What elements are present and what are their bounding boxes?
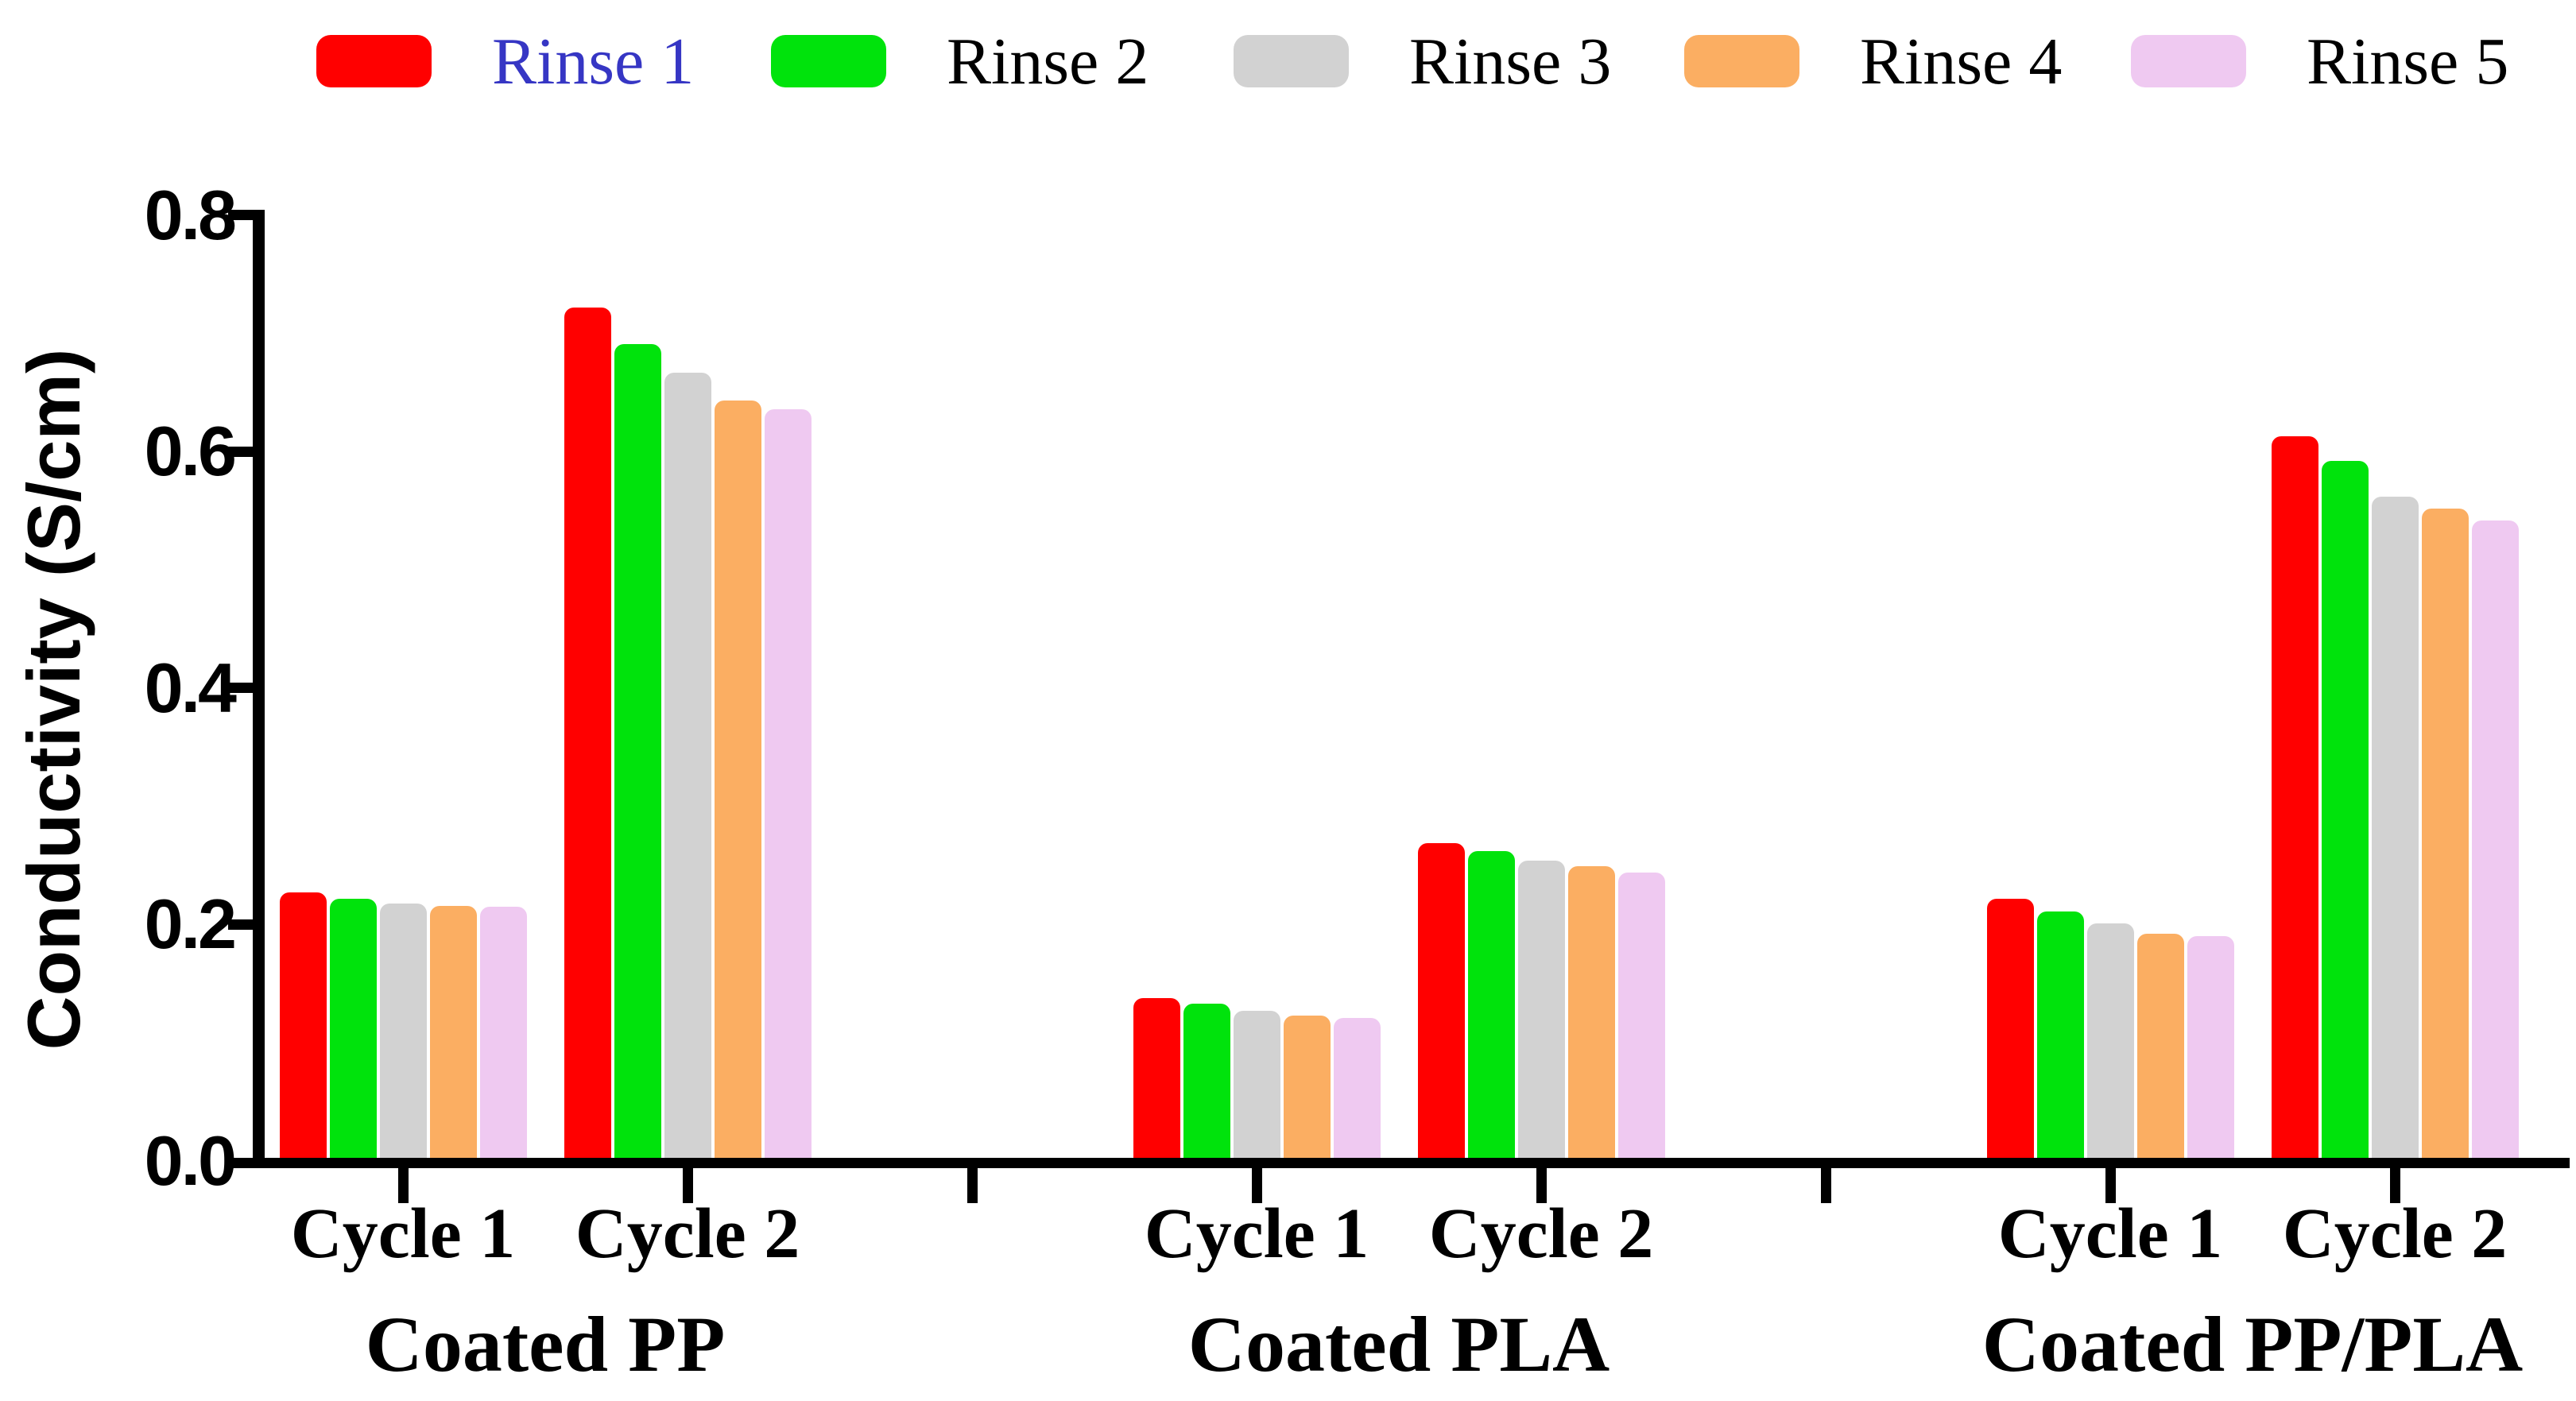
y-axis-line bbox=[253, 210, 265, 1168]
bar-coated-pp-pla-cycle-1-rinse-2 bbox=[2037, 911, 2084, 1161]
bar-coated-pla-cycle-2-rinse-5 bbox=[1618, 873, 1665, 1161]
group-label-coated-pp-pla: Coated PP/PLA bbox=[1981, 1300, 2524, 1388]
x-tick-separator bbox=[967, 1168, 978, 1203]
y-tick-0.8 bbox=[228, 210, 254, 220]
bar-coated-pla-cycle-2-rinse-4 bbox=[1568, 866, 1615, 1161]
bar-coated-pp-cycle-1-rinse-2 bbox=[330, 899, 377, 1161]
legend-swatch-rinse-5 bbox=[2131, 35, 2246, 87]
x-tick-cycle bbox=[398, 1168, 409, 1203]
bar-coated-pp-cycle-1-rinse-5 bbox=[480, 907, 527, 1161]
bar-coated-pp-pla-cycle-2-rinse-1 bbox=[2272, 436, 2318, 1161]
legend-swatch-rinse-4 bbox=[1684, 35, 1799, 87]
x-tick-cycle bbox=[683, 1168, 693, 1203]
x-tick-cycle bbox=[1252, 1168, 1262, 1203]
x-tick-cycle bbox=[2105, 1168, 2116, 1203]
y-tick-label-0.8: 0.8 bbox=[144, 176, 237, 254]
bar-coated-pp-cycle-1-rinse-4 bbox=[430, 906, 477, 1161]
bar-coated-pp-pla-cycle-1-rinse-4 bbox=[2137, 934, 2184, 1161]
group-label-coated-pla: Coated PLA bbox=[1187, 1300, 1610, 1388]
bar-coated-pp-cycle-2-rinse-4 bbox=[715, 401, 761, 1161]
x-label-coated-pp-cycle-2: Cycle 2 bbox=[575, 1194, 800, 1273]
y-tick-0.6 bbox=[228, 447, 254, 457]
legend-swatch-rinse-1 bbox=[316, 35, 432, 87]
y-tick-0.2 bbox=[228, 919, 254, 930]
bar-coated-pp-pla-cycle-2-rinse-4 bbox=[2422, 509, 2469, 1161]
bar-coated-pp-cycle-2-rinse-1 bbox=[564, 308, 611, 1161]
y-tick-label-0.0: 0.0 bbox=[144, 1121, 237, 1200]
x-label-coated-pp-cycle-1: Cycle 1 bbox=[290, 1194, 516, 1273]
legend-label-rinse-5: Rinse 5 bbox=[2307, 25, 2509, 99]
bar-coated-pp-pla-cycle-2-rinse-2 bbox=[2322, 461, 2369, 1161]
y-tick-0.4 bbox=[228, 683, 254, 693]
x-label-coated-pp-pla-cycle-1: Cycle 1 bbox=[1997, 1194, 2223, 1273]
y-tick-label-0.4: 0.4 bbox=[144, 648, 237, 727]
bar-coated-pla-cycle-2-rinse-3 bbox=[1518, 861, 1565, 1161]
bar-coated-pp-cycle-2-rinse-5 bbox=[765, 409, 812, 1161]
group-label-coated-pp: Coated PP bbox=[365, 1300, 726, 1388]
bar-coated-pp-cycle-1-rinse-1 bbox=[280, 892, 327, 1161]
bar-coated-pla-cycle-1-rinse-4 bbox=[1284, 1016, 1331, 1161]
bar-coated-pla-cycle-1-rinse-5 bbox=[1334, 1018, 1381, 1161]
x-axis-line bbox=[228, 1158, 2570, 1168]
x-label-coated-pla-cycle-2: Cycle 2 bbox=[1428, 1194, 1654, 1273]
x-tick-cycle bbox=[1536, 1168, 1547, 1203]
bar-coated-pp-pla-cycle-2-rinse-5 bbox=[2472, 521, 2519, 1161]
x-label-coated-pp-pla-cycle-2: Cycle 2 bbox=[2282, 1194, 2508, 1273]
bar-coated-pp-cycle-2-rinse-3 bbox=[664, 373, 711, 1161]
bar-coated-pp-cycle-2-rinse-2 bbox=[614, 344, 661, 1161]
bar-coated-pp-cycle-1-rinse-3 bbox=[380, 904, 427, 1161]
x-tick-cycle bbox=[2390, 1168, 2400, 1203]
x-tick-separator bbox=[1821, 1168, 1831, 1203]
bar-coated-pla-cycle-1-rinse-1 bbox=[1133, 998, 1180, 1161]
legend-label-rinse-4: Rinse 4 bbox=[1860, 25, 2063, 99]
legend-label-rinse-2: Rinse 2 bbox=[947, 25, 1149, 99]
bar-coated-pla-cycle-1-rinse-3 bbox=[1234, 1011, 1280, 1161]
bar-coated-pla-cycle-1-rinse-2 bbox=[1183, 1004, 1230, 1161]
bar-coated-pp-pla-cycle-1-rinse-5 bbox=[2187, 936, 2234, 1161]
y-tick-label-0.2: 0.2 bbox=[144, 884, 237, 963]
legend-label-rinse-1: Rinse 1 bbox=[492, 25, 695, 99]
legend-swatch-rinse-2 bbox=[771, 35, 886, 87]
bar-coated-pp-pla-cycle-1-rinse-1 bbox=[1987, 899, 2034, 1161]
legend-label-rinse-3: Rinse 3 bbox=[1409, 25, 1612, 99]
y-tick-label-0.6: 0.6 bbox=[144, 412, 237, 490]
bar-coated-pp-pla-cycle-2-rinse-3 bbox=[2372, 497, 2419, 1161]
legend-swatch-rinse-3 bbox=[1234, 35, 1349, 87]
y-axis-title: Conductivity (S/cm) bbox=[12, 348, 95, 1051]
x-label-coated-pla-cycle-1: Cycle 1 bbox=[1144, 1194, 1369, 1273]
bar-coated-pp-pla-cycle-1-rinse-3 bbox=[2087, 923, 2134, 1161]
bar-coated-pla-cycle-2-rinse-1 bbox=[1418, 843, 1465, 1161]
bar-coated-pla-cycle-2-rinse-2 bbox=[1468, 851, 1515, 1161]
